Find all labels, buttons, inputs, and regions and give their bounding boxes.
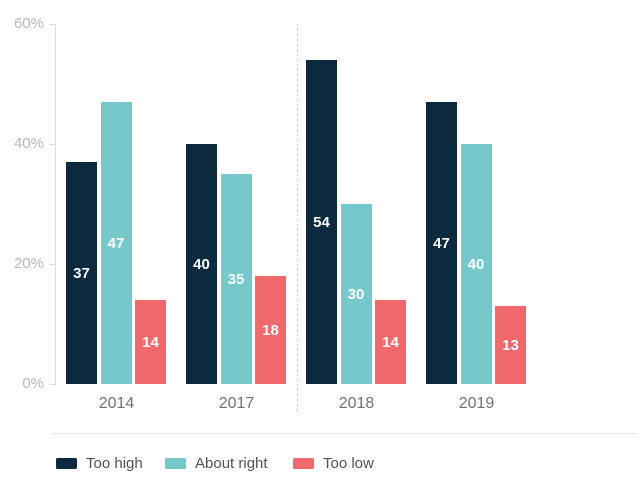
bar-too-high: 37 <box>66 162 97 384</box>
legend-swatch <box>293 457 314 469</box>
bar-value-label: 18 <box>262 321 279 339</box>
bar-too-low: 13 <box>495 306 526 384</box>
y-tick-label: 40% <box>13 135 44 152</box>
bar-too-low: 14 <box>375 300 406 384</box>
x-axis-label: 2014 <box>98 395 135 412</box>
legend-swatch <box>165 457 186 469</box>
y-tick-label: 60% <box>13 15 44 32</box>
y-axis-line <box>55 24 56 385</box>
legend-item: Too low <box>293 454 374 472</box>
legend-label: About right <box>195 454 268 472</box>
bar-too-high: 54 <box>306 60 337 384</box>
bar-value-label: 35 <box>227 270 245 288</box>
bar-value-label: 40 <box>193 255 210 273</box>
bar-value-label: 14 <box>382 333 399 351</box>
bar-too-high: 47 <box>426 102 457 384</box>
x-axis-label: 2017 <box>218 395 255 412</box>
bar-about-right: 40 <box>460 144 492 384</box>
bar-about-right: 47 <box>100 102 132 384</box>
bar-value-label: 14 <box>142 333 159 351</box>
legend-label: Too high <box>86 454 143 472</box>
divider-dashed-line <box>296 24 298 412</box>
y-tick-mark <box>50 24 55 25</box>
legend-item: Too high <box>56 454 143 472</box>
bar-value-label: 54 <box>313 213 330 231</box>
legend-swatch <box>56 457 77 469</box>
bar-about-right: 35 <box>220 174 252 384</box>
bar-too-high: 40 <box>186 144 217 384</box>
x-axis-label: 2019 <box>458 395 495 412</box>
y-tick-label: 20% <box>13 255 44 272</box>
bar-about-right: 30 <box>340 204 372 384</box>
legend-label: Too low <box>323 454 374 472</box>
bar-value-label: 37 <box>73 264 90 282</box>
bar-value-label: 30 <box>347 285 365 303</box>
bar-value-label: 40 <box>467 255 485 273</box>
x-axis-label: 2018 <box>338 395 375 412</box>
y-tick-mark <box>50 264 55 265</box>
bar-value-label: 13 <box>502 336 519 354</box>
legend-separator <box>53 433 637 434</box>
y-tick-mark <box>50 144 55 145</box>
bar-too-low: 14 <box>135 300 166 384</box>
bar-too-low: 18 <box>255 276 286 384</box>
y-tick-mark <box>50 384 55 385</box>
bar-value-label: 47 <box>433 234 450 252</box>
bar-value-label: 47 <box>107 234 125 252</box>
legend-item: About right <box>165 454 268 472</box>
y-tick-label: 0% <box>22 375 44 392</box>
